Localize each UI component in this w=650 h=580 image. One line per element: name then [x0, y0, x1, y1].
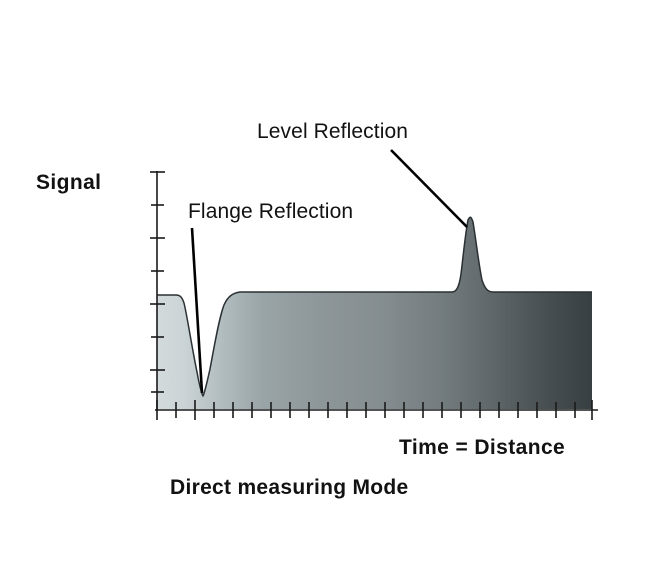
x-axis-title: Time = Distance: [399, 436, 565, 459]
y-axis-ticks: [150, 171, 165, 393]
y-axis-title: Signal: [36, 171, 101, 194]
x-axis-ticks: [156, 400, 593, 420]
flange-reflection-leader-line: [190, 227, 204, 394]
annotation-level-reflection: Level Reflection: [257, 120, 468, 228]
flange-reflection-label: Flange Reflection: [188, 200, 353, 223]
annotation-flange-reflection: Flange Reflection: [188, 200, 353, 394]
signal-trace-group: [157, 216, 592, 409]
signal-trace-outline: [157, 216, 592, 397]
level-reflection-leader-line: [390, 149, 468, 228]
signal-area-fill: [157, 217, 592, 409]
level-reflection-label: Level Reflection: [257, 120, 408, 143]
figure-caption: Direct measuring Mode: [170, 476, 409, 499]
chart-axes: [150, 171, 598, 420]
